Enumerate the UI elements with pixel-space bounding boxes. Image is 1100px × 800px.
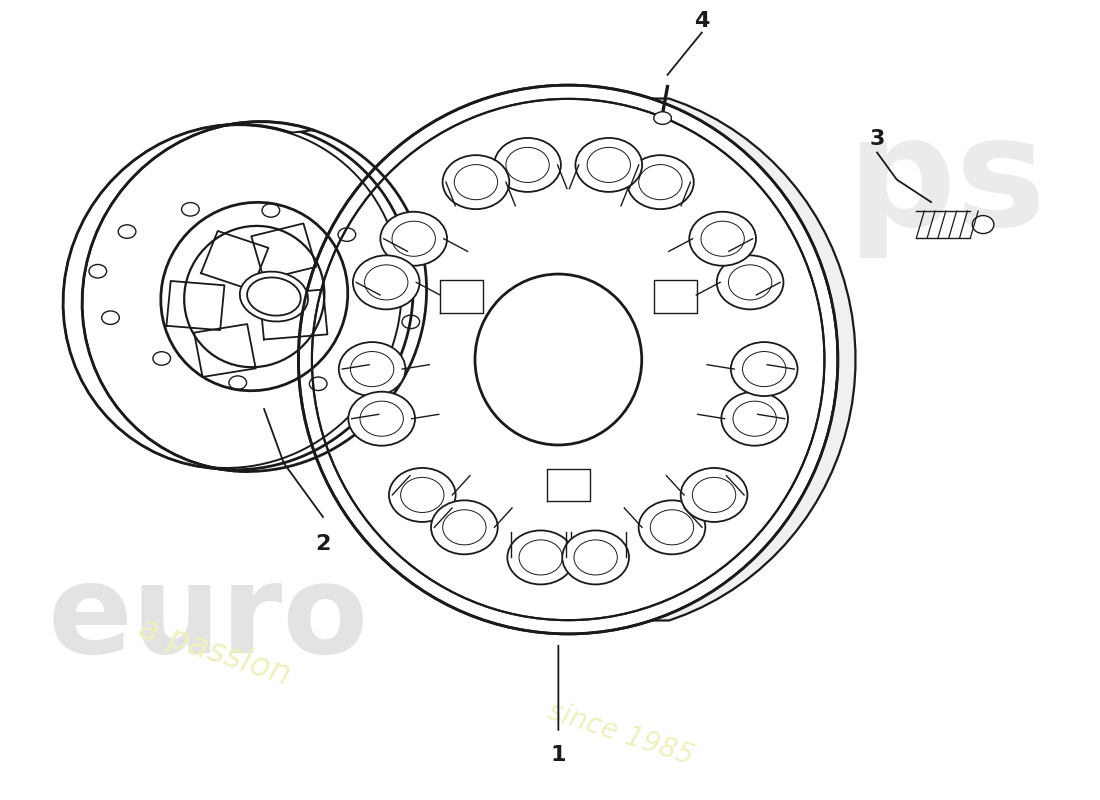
Ellipse shape xyxy=(681,468,747,522)
Ellipse shape xyxy=(627,155,694,209)
Ellipse shape xyxy=(507,530,574,585)
Text: 1: 1 xyxy=(551,746,566,766)
Ellipse shape xyxy=(475,274,641,445)
Ellipse shape xyxy=(653,112,671,124)
Text: 2: 2 xyxy=(316,534,331,554)
Ellipse shape xyxy=(349,392,415,446)
Text: 4: 4 xyxy=(694,11,710,31)
Ellipse shape xyxy=(431,500,497,554)
Ellipse shape xyxy=(240,271,308,322)
Ellipse shape xyxy=(730,342,798,396)
Ellipse shape xyxy=(494,138,561,192)
Polygon shape xyxy=(63,122,314,471)
Text: since 1985: since 1985 xyxy=(543,697,696,770)
Ellipse shape xyxy=(562,530,629,585)
Text: euro: euro xyxy=(47,558,369,679)
Ellipse shape xyxy=(353,255,419,310)
Ellipse shape xyxy=(381,212,447,266)
Ellipse shape xyxy=(972,215,994,234)
Text: 3: 3 xyxy=(869,129,884,149)
Polygon shape xyxy=(651,98,856,621)
Ellipse shape xyxy=(442,155,509,209)
Ellipse shape xyxy=(717,255,783,310)
Ellipse shape xyxy=(389,468,455,522)
Text: a passion: a passion xyxy=(133,612,295,692)
Ellipse shape xyxy=(339,342,406,396)
Ellipse shape xyxy=(639,500,705,554)
Ellipse shape xyxy=(690,212,756,266)
Text: ps: ps xyxy=(846,109,1046,258)
Ellipse shape xyxy=(722,392,788,446)
Ellipse shape xyxy=(298,85,838,634)
Ellipse shape xyxy=(575,138,642,192)
